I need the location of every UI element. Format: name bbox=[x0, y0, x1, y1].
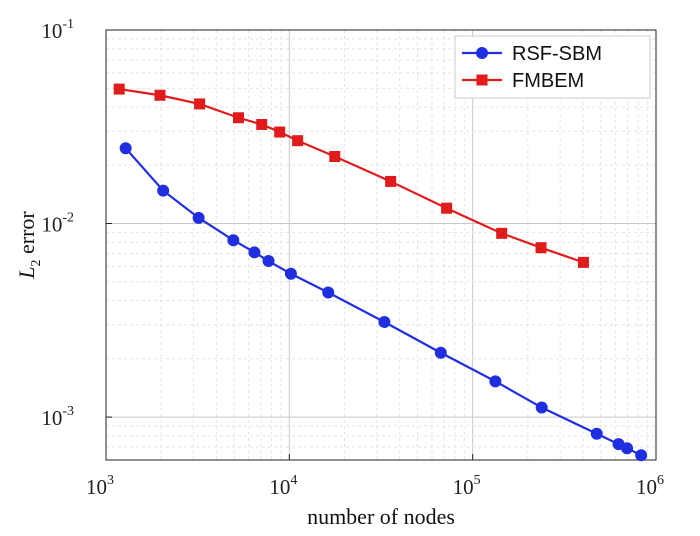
y-axis-title-base: L bbox=[14, 267, 39, 280]
x-tick-base: 10 bbox=[453, 475, 474, 499]
y-tick-label: 10-1 bbox=[41, 17, 74, 43]
data-point bbox=[378, 315, 391, 328]
legend-label: FMBEM bbox=[512, 70, 584, 92]
y-axis-title: L2 error bbox=[14, 211, 44, 280]
data-point bbox=[194, 98, 206, 110]
legend-marker bbox=[476, 74, 488, 86]
y-tick-label: 10-2 bbox=[41, 211, 74, 237]
data-point bbox=[441, 202, 453, 214]
data-point bbox=[119, 142, 132, 155]
x-tick-label: 106 bbox=[636, 473, 664, 499]
data-point bbox=[385, 175, 397, 187]
y-tick-exp: -2 bbox=[62, 211, 74, 226]
data-point bbox=[434, 346, 447, 359]
data-point bbox=[635, 449, 648, 462]
data-point bbox=[256, 118, 268, 130]
data-point bbox=[157, 184, 170, 197]
data-point bbox=[284, 267, 297, 280]
legend-box bbox=[454, 35, 651, 99]
data-point bbox=[621, 442, 634, 455]
y-tick-exp: -1 bbox=[62, 17, 74, 32]
data-point bbox=[535, 401, 548, 414]
y-tick-exp: -3 bbox=[62, 404, 74, 419]
y-axis-title-rest: error bbox=[14, 211, 39, 260]
series-layer bbox=[113, 83, 648, 462]
x-tick-base: 10 bbox=[269, 475, 290, 499]
legend-label: RSF-SBM bbox=[512, 43, 602, 65]
data-point bbox=[192, 211, 205, 224]
data-point bbox=[322, 286, 335, 299]
x-tick-label: 104 bbox=[269, 473, 297, 499]
x-tick-label: 105 bbox=[453, 473, 481, 499]
series-fmbem bbox=[113, 83, 589, 268]
x-tick-exp: 4 bbox=[290, 473, 297, 488]
data-point bbox=[329, 151, 341, 163]
data-point bbox=[274, 126, 286, 138]
data-point bbox=[262, 255, 275, 268]
data-point bbox=[489, 375, 502, 388]
data-point bbox=[590, 427, 603, 440]
y-tick-label: 10-3 bbox=[41, 404, 74, 430]
data-point bbox=[577, 256, 589, 268]
x-tick-base: 10 bbox=[636, 475, 657, 499]
data-point bbox=[154, 89, 166, 101]
data-point bbox=[292, 135, 304, 147]
x-tick-exp: 6 bbox=[657, 473, 664, 488]
data-point bbox=[113, 83, 125, 95]
data-point bbox=[535, 242, 547, 254]
x-tick-label: 103 bbox=[86, 473, 114, 499]
y-axis-title-subscript: 2 bbox=[29, 260, 44, 267]
data-point bbox=[227, 234, 240, 247]
legend-marker bbox=[476, 47, 488, 59]
y-tick-base: 10 bbox=[41, 19, 62, 43]
data-point bbox=[232, 112, 244, 124]
x-axis-title: number of nodes bbox=[307, 504, 455, 529]
series-line bbox=[124, 147, 642, 457]
x-tick-exp: 5 bbox=[474, 473, 481, 488]
series-line bbox=[119, 88, 584, 264]
series-rsf-sbm bbox=[119, 142, 648, 462]
legend: RSF-SBM FMBEM bbox=[454, 35, 651, 99]
y-tick-base: 10 bbox=[41, 213, 62, 237]
y-tick-base: 10 bbox=[41, 406, 62, 430]
data-point bbox=[496, 227, 508, 239]
x-tick-exp: 3 bbox=[107, 473, 114, 488]
x-tick-base: 10 bbox=[86, 475, 107, 499]
plot-frame bbox=[105, 29, 657, 461]
data-point bbox=[248, 246, 261, 259]
